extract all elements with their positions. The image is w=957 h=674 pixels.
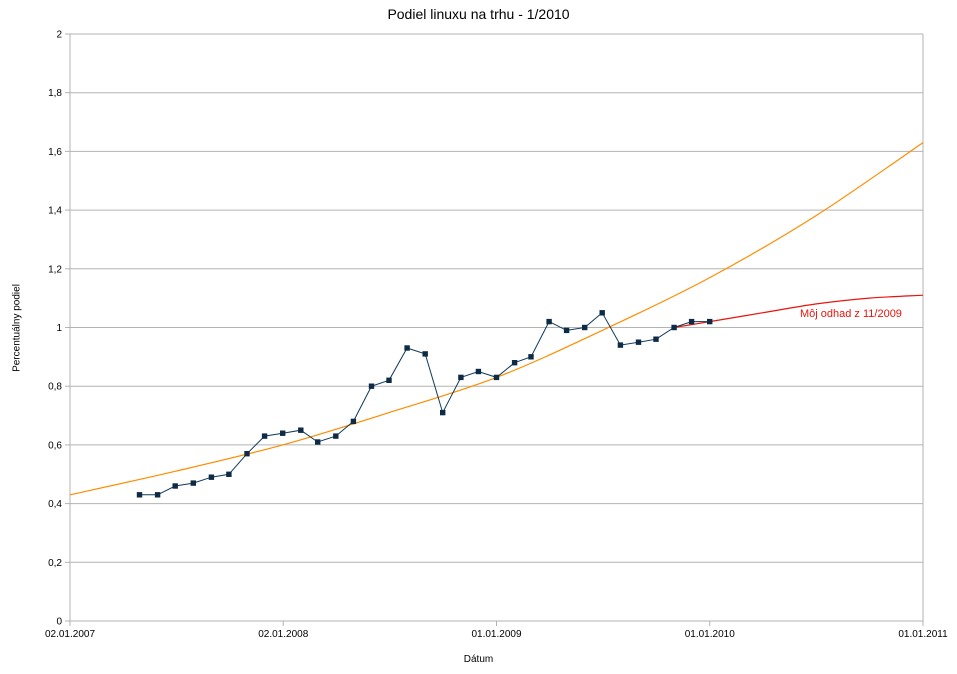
data-point — [617, 342, 624, 348]
x-tick-label: 01.01.2009 — [471, 629, 521, 640]
data-point — [280, 430, 286, 436]
y-tick-label: 1 — [56, 323, 62, 334]
data-point — [190, 480, 196, 486]
data-point — [244, 451, 250, 457]
data-point — [333, 433, 339, 439]
data-point — [458, 374, 464, 381]
data-point — [653, 336, 659, 342]
series-line-data — [139, 312, 710, 496]
y-tick-label: 0,4 — [48, 499, 62, 510]
data-point — [136, 492, 143, 498]
y-tick-label: 0,6 — [48, 440, 62, 451]
y-tick-label: 2 — [56, 30, 62, 41]
data-point — [350, 418, 357, 425]
y-tick-label: 0,8 — [48, 382, 62, 393]
data-point — [475, 368, 482, 375]
data-point — [493, 374, 500, 381]
series-line-trend — [69, 142, 924, 496]
data-point — [671, 324, 677, 331]
y-tick-label: 1,6 — [48, 147, 62, 158]
data-point — [422, 351, 428, 357]
x-tick-label: 02.01.2008 — [258, 629, 308, 640]
data-point — [154, 492, 161, 498]
x-tick-label: 02.01.2007 — [45, 629, 95, 640]
data-point — [261, 433, 268, 439]
data-point — [404, 345, 410, 351]
data-point — [386, 377, 392, 383]
data-point — [511, 360, 518, 366]
data-point — [208, 474, 215, 480]
data-point — [635, 339, 642, 345]
y-tick-label: 1,2 — [48, 264, 62, 275]
y-tick-label: 1,4 — [48, 206, 62, 217]
data-point — [599, 310, 605, 316]
data-point — [172, 483, 178, 489]
data-point — [226, 471, 232, 477]
data-point — [440, 409, 446, 416]
estimate-annotation: Môj odhad z 11/2009 — [800, 308, 902, 320]
data-point — [546, 318, 552, 325]
y-tick-label: 0 — [56, 617, 62, 628]
data-point — [368, 383, 375, 389]
data-point — [563, 327, 570, 334]
x-tick-label: 01.01.2011 — [898, 629, 948, 640]
chart-title: Podiel linuxu na trhu - 1/2010 — [387, 6, 570, 22]
data-point — [298, 427, 304, 433]
data-point — [528, 354, 534, 360]
y-tick-label: 0,2 — [48, 558, 62, 569]
y-tick-label: 1,8 — [48, 88, 62, 99]
series-line-estimate — [674, 294, 924, 329]
data-point — [707, 318, 713, 325]
data-point — [315, 439, 321, 445]
data-point — [688, 318, 695, 325]
x-tick-label: 01.01.2010 — [685, 629, 735, 640]
data-point — [582, 324, 588, 331]
x-axis-label: Dátum — [463, 654, 494, 665]
